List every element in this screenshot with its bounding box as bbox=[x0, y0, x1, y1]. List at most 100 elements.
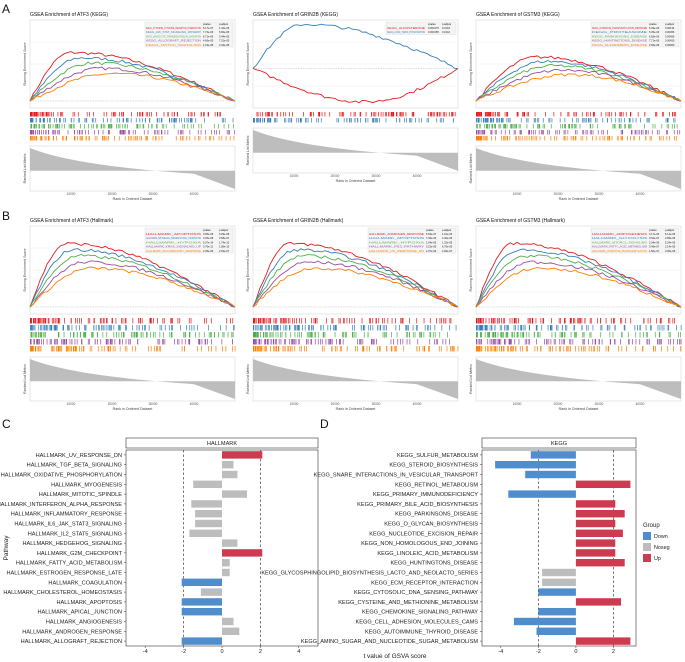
gsea-title: GSEA Enrichment of GSTM3 (Hallmark) bbox=[476, 218, 565, 224]
bar-hallmark-hedgehog-signaling bbox=[222, 539, 238, 547]
rank-axis-label: Rank in Ordered Dataset bbox=[336, 407, 376, 411]
gsea-title: GSEA Enrichment of GRIN2B (KEGG) bbox=[253, 12, 338, 18]
legend-label-down: Down bbox=[654, 534, 668, 540]
category-label: HALLMARK_MYOGENESIS bbox=[51, 482, 122, 488]
gsea-table-box bbox=[367, 227, 457, 254]
category-label: HALLMARK_INTERFERON_ALPHA_RESPONSE bbox=[0, 502, 122, 508]
es-curve-series-1 bbox=[252, 241, 459, 308]
es-curve-series-5 bbox=[29, 72, 236, 102]
gsea-set-name: HALLMARK_APOPTOSIS bbox=[369, 236, 424, 240]
bar-kegg-primary-immunodeficiency bbox=[508, 490, 576, 498]
legend-swatch-noseg bbox=[643, 543, 651, 551]
gsea-pvalue: 3.22e-05 bbox=[426, 245, 437, 249]
ranked-metric-area bbox=[476, 359, 681, 399]
es-curve-series-4 bbox=[252, 260, 459, 308]
rank-tick-label: 20000 bbox=[331, 174, 340, 178]
gsea-set-name: KEGG_NOTCH_SIGNALING bbox=[146, 43, 201, 47]
bar-plot-frame bbox=[125, 449, 319, 647]
bar-hallmark-androgen-response bbox=[222, 627, 240, 635]
gsea-padjust: 7.51e-05 bbox=[219, 39, 230, 43]
gsea-plot-3: GSEA Enrichment of GSTM3 (KEGG) pvalue p.a… bbox=[469, 12, 682, 201]
gsea-set-name: HALLMARK_INFLAMMATORY_RESPONSE bbox=[146, 249, 201, 253]
es-axis-label: Running Enrichment Score bbox=[469, 249, 473, 292]
bar-kegg-parkinsons-disease bbox=[575, 510, 625, 518]
category-label: KEGG_SULFUR_METABOLISM bbox=[397, 453, 478, 459]
gsea-pvalue: 0.000155 bbox=[428, 30, 439, 34]
hit-ticks-series-2 bbox=[30, 118, 234, 123]
rank-axis-label: Rank in Ordered Dataset bbox=[559, 407, 599, 411]
hit-ticks-series-5 bbox=[476, 346, 682, 352]
gsea-padjust: 0.00450 bbox=[665, 39, 675, 43]
gsea-pvalue: 3.25e-08 bbox=[203, 236, 214, 240]
gsea-table-header-padjust: p.adjust bbox=[665, 228, 674, 232]
hit-ticks-series-3 bbox=[253, 332, 448, 338]
bar-kegg-steroid-biosynthesis bbox=[495, 461, 576, 469]
gsea-pvalue: 0.000175 bbox=[428, 26, 439, 30]
es-axis-label: Running Enrichment Score bbox=[246, 43, 250, 86]
hit-ticks-series-5 bbox=[30, 346, 236, 352]
category-label: HALLMARK_COAGULATION bbox=[48, 580, 122, 586]
es-curve-series-2 bbox=[29, 248, 236, 308]
bar-hallmark-angiogenesis bbox=[222, 617, 234, 626]
hit-ticks-series-4 bbox=[253, 339, 450, 345]
hit-ticks-series-1 bbox=[30, 318, 234, 324]
hit-ticks-series-2 bbox=[253, 118, 454, 123]
bar-hallmark-cholesterol-homeostasis bbox=[200, 588, 222, 596]
legend-swatch-up bbox=[643, 554, 651, 562]
es-curve-series-3 bbox=[252, 254, 459, 308]
gsea-table-header-pvalue: pvalue bbox=[203, 22, 211, 26]
rank-tick-label: 30000 bbox=[595, 402, 604, 406]
rank-tick-label: 30000 bbox=[149, 192, 158, 196]
rank-axis-label: Rank in Ordered Dataset bbox=[113, 197, 153, 201]
gsea-pvalue: 7.74e-06 bbox=[203, 30, 214, 34]
category-label: HALLMARK_ALLOGRAFT_REJECTION bbox=[21, 639, 122, 645]
gsea-set-name: HALLMARK_OXIDATIVE_PHOSPHORYLATION bbox=[592, 249, 647, 253]
es-curve-series-4 bbox=[29, 260, 236, 308]
gsea-pvalue: 6.39e-06 bbox=[649, 26, 660, 30]
gsea-set-name: HALLMARK_MTORC1_SIGNALING bbox=[592, 240, 647, 244]
gsea-pvalue: 1.19e-05 bbox=[203, 43, 214, 47]
gsea-padjust: 0.00456 bbox=[665, 34, 675, 38]
es-curve-series-1 bbox=[29, 51, 236, 102]
gsea-set-name: KEGG_PROTEASOME bbox=[592, 30, 648, 34]
bar-hallmark-g2m-checkpoint bbox=[222, 549, 263, 557]
bar-chart-kegg: KEGG KEGG_SULFUR_METABOLISM KEGG_STEROID_B… bbox=[261, 437, 637, 655]
hit-ticks-series-3 bbox=[30, 332, 234, 338]
rank-axis-label: Rank in Ordered Dataset bbox=[113, 407, 153, 411]
category-label: HALLMARK_ANGIOGENESIS bbox=[46, 620, 122, 626]
rank-tick-label: 20000 bbox=[108, 402, 117, 406]
bar-hallmark-tgf-beta-signaling bbox=[222, 461, 234, 469]
bar-hallmark-fatty-acid-metabolism bbox=[222, 559, 230, 567]
gsea-pvalue: 1.64e-06 bbox=[426, 240, 437, 244]
es-curve-series-2 bbox=[475, 60, 682, 102]
bar-kegg-o-glycan-biosynthesis bbox=[575, 519, 616, 528]
rank-tick-label: 40000 bbox=[636, 402, 645, 406]
bar-hallmark-il6-jak-stat3-signaling bbox=[195, 519, 222, 528]
hit-ticks-series-3 bbox=[476, 332, 681, 338]
category-label: HALLMARK_HEDGEHOG_SIGNALING bbox=[23, 541, 122, 547]
ranked-metric-area bbox=[253, 130, 458, 171]
rank-tick-label: 40000 bbox=[413, 402, 422, 406]
es-curve-series-2 bbox=[475, 248, 682, 308]
group-legend: Group Down Noseg Up bbox=[643, 523, 670, 562]
category-label: HALLMARK_G2M_CHECKPOINT bbox=[37, 551, 123, 557]
bar-kegg-cell-adhesion-molecules-cams bbox=[513, 617, 576, 626]
gsea-table-box bbox=[144, 21, 234, 48]
es-curve-series-2 bbox=[252, 23, 459, 69]
panel-label-a: A bbox=[2, 2, 10, 16]
rank-tick-label: 10000 bbox=[513, 402, 522, 406]
category-label: KEGG_ECM_RECEPTOR_INTERACTION bbox=[371, 580, 478, 586]
rlm-axis-label: Ranked List Metric bbox=[469, 153, 473, 183]
category-label: HALLMARK_CHOLESTEROL_HOMEOSTASIS bbox=[3, 590, 122, 596]
gsea-padjust: 0.00456 bbox=[665, 30, 675, 34]
es-curve-series-1 bbox=[475, 241, 682, 308]
bar-kegg-amino-sugar-and-nucleotide-sugar-metabolism bbox=[575, 637, 631, 645]
category-label: KEGG_AMINO_SUGAR_AND_NUCLEOTIDE_SUGAR_ME… bbox=[301, 639, 478, 645]
facet-strip bbox=[481, 437, 637, 449]
gsea-pvalue: 2.04e-06 bbox=[649, 240, 660, 244]
category-label: KEGG_NON_HOMOLOGOUS_END_JOINING bbox=[361, 541, 478, 547]
rank-axis-label: Rank in Ordered Dataset bbox=[559, 197, 599, 201]
x-tick-label: -2 bbox=[181, 649, 186, 655]
gsea-set-name: HALLMARK_KRAS_SIGNALING_UP bbox=[146, 245, 201, 249]
gsea-table-header-pvalue: pvalue bbox=[426, 228, 434, 232]
